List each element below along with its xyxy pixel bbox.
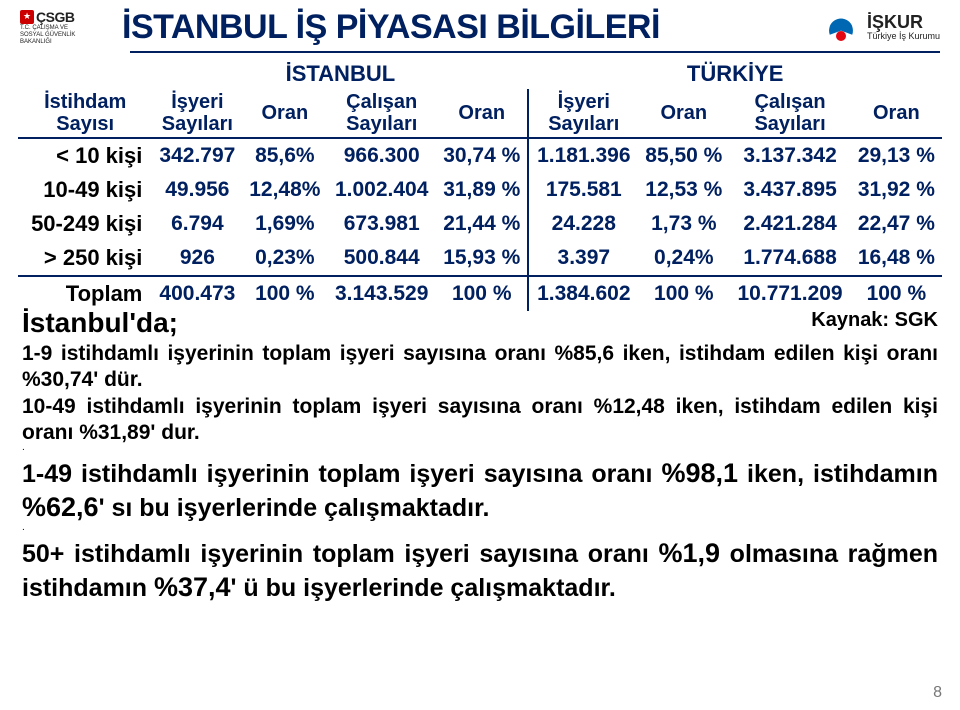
row-label: > 250 kişi <box>18 241 152 276</box>
th-c0: İstihdamSayısı <box>18 89 152 138</box>
th-c1: İşyeriSayıları <box>152 89 242 138</box>
table-row: 10-49 kişi 49.956 12,48% 1.002.404 31,89… <box>18 173 942 207</box>
cell: 3.137.342 <box>729 138 850 173</box>
table-row: 50-249 kişi 6.794 1,69% 673.981 21,44 % … <box>18 207 942 241</box>
cell: 100 % <box>242 276 327 311</box>
cell: 1,69% <box>242 207 327 241</box>
cell: 31,92 % <box>851 173 942 207</box>
row-label: < 10 kişi <box>18 138 152 173</box>
cell: 100 % <box>851 276 942 311</box>
paragraph-4: 50+ istihdamlı işyerinin toplam işyeri s… <box>22 537 938 605</box>
cell: 24.228 <box>528 207 638 241</box>
cell: 6.794 <box>152 207 242 241</box>
cell: 22,47 % <box>851 207 942 241</box>
th-group-istanbul: İSTANBUL <box>152 59 528 89</box>
logo-csgb: ★ ÇSGB T.C. ÇALIŞMA VE SOSYAL GÜVENLİK B… <box>20 10 110 46</box>
logo-iskur: İŞKUR Türkiye İş Kurumu <box>780 11 940 45</box>
th-empty <box>18 59 152 89</box>
iskur-icon <box>821 11 861 45</box>
csgb-sub2: SOSYAL GÜVENLİK <box>20 32 75 38</box>
row-label: 10-49 kişi <box>18 173 152 207</box>
iskur-sub: Türkiye İş Kurumu <box>867 32 940 41</box>
cell: 29,13 % <box>851 138 942 173</box>
cell: 400.473 <box>152 276 242 311</box>
cell: 673.981 <box>327 207 436 241</box>
csgb-sub1: T.C. ÇALIŞMA VE <box>20 25 68 31</box>
cell: 1.384.602 <box>528 276 638 311</box>
cell: 31,89 % <box>436 173 528 207</box>
paragraph-3: 1-49 istihdamlı işyerinin toplam işyeri … <box>22 457 938 525</box>
cell: 966.300 <box>327 138 436 173</box>
cell: 10.771.209 <box>729 276 850 311</box>
paragraph-2: 10-49 istihdamlı işyerinin toplam işyeri… <box>22 394 938 445</box>
cell: 0,24% <box>638 241 729 276</box>
cell: 100 % <box>638 276 729 311</box>
table-row: > 250 kişi 926 0,23% 500.844 15,93 % 3.3… <box>18 241 942 276</box>
data-table: İSTANBUL TÜRKİYE İstihdamSayısı İşyeriSa… <box>0 53 960 311</box>
cell: 21,44 % <box>436 207 528 241</box>
cell: 85,6% <box>242 138 327 173</box>
th-group-turkiye: TÜRKİYE <box>528 59 942 89</box>
cell: 3.437.895 <box>729 173 850 207</box>
row-label: Toplam <box>18 276 152 311</box>
cell: 2.421.284 <box>729 207 850 241</box>
csgb-sub3: BAKANLIĞI <box>20 39 52 45</box>
th-c2: Oran <box>242 89 327 138</box>
th-c8: Oran <box>851 89 942 138</box>
table-row-total: Toplam 400.473 100 % 3.143.529 100 % 1.3… <box>18 276 942 311</box>
cell: 175.581 <box>528 173 638 207</box>
table-row: < 10 kişi 342.797 85,6% 966.300 30,74 % … <box>18 138 942 173</box>
star-icon: ★ <box>20 10 34 24</box>
subtitle-istanbulda: İstanbul'da; <box>22 307 938 339</box>
cell: 1.181.396 <box>528 138 638 173</box>
header: ★ ÇSGB T.C. ÇALIŞMA VE SOSYAL GÜVENLİK B… <box>0 0 960 51</box>
cell: 49.956 <box>152 173 242 207</box>
cell: 0,23% <box>242 241 327 276</box>
cell: 30,74 % <box>436 138 528 173</box>
dot-sep: . <box>22 445 938 451</box>
paragraph-1: 1-9 istihdamlı işyerinin toplam işyeri s… <box>22 341 938 392</box>
body-text: İstanbul'da; Kaynak: SGK 1-9 istihdamlı … <box>0 307 960 604</box>
dot-sep: . <box>22 525 938 531</box>
cell: 1.774.688 <box>729 241 850 276</box>
row-label: 50-249 kişi <box>18 207 152 241</box>
cell: 15,93 % <box>436 241 528 276</box>
cell: 85,50 % <box>638 138 729 173</box>
th-c6: Oran <box>638 89 729 138</box>
th-c3: ÇalışanSayıları <box>327 89 436 138</box>
cell: 12,48% <box>242 173 327 207</box>
cell: 3.143.529 <box>327 276 436 311</box>
cell: 16,48 % <box>851 241 942 276</box>
cell: 1,73 % <box>638 207 729 241</box>
table-body: < 10 kişi 342.797 85,6% 966.300 30,74 % … <box>18 138 942 311</box>
page-number: 8 <box>933 684 942 702</box>
source-label: Kaynak: SGK <box>811 309 938 332</box>
cell: 100 % <box>436 276 528 311</box>
cell: 3.397 <box>528 241 638 276</box>
th-c4: Oran <box>436 89 528 138</box>
cell: 342.797 <box>152 138 242 173</box>
th-c7: ÇalışanSayıları <box>729 89 850 138</box>
cell: 12,53 % <box>638 173 729 207</box>
th-c5: İşyeriSayıları <box>528 89 638 138</box>
iskur-name: İŞKUR <box>867 13 940 32</box>
page-title: İSTANBUL İŞ PİYASASI BİLGİLERİ <box>110 8 780 47</box>
cell: 926 <box>152 241 242 276</box>
cell: 500.844 <box>327 241 436 276</box>
csgb-abbrev: ÇSGB <box>36 10 74 24</box>
cell: 1.002.404 <box>327 173 436 207</box>
